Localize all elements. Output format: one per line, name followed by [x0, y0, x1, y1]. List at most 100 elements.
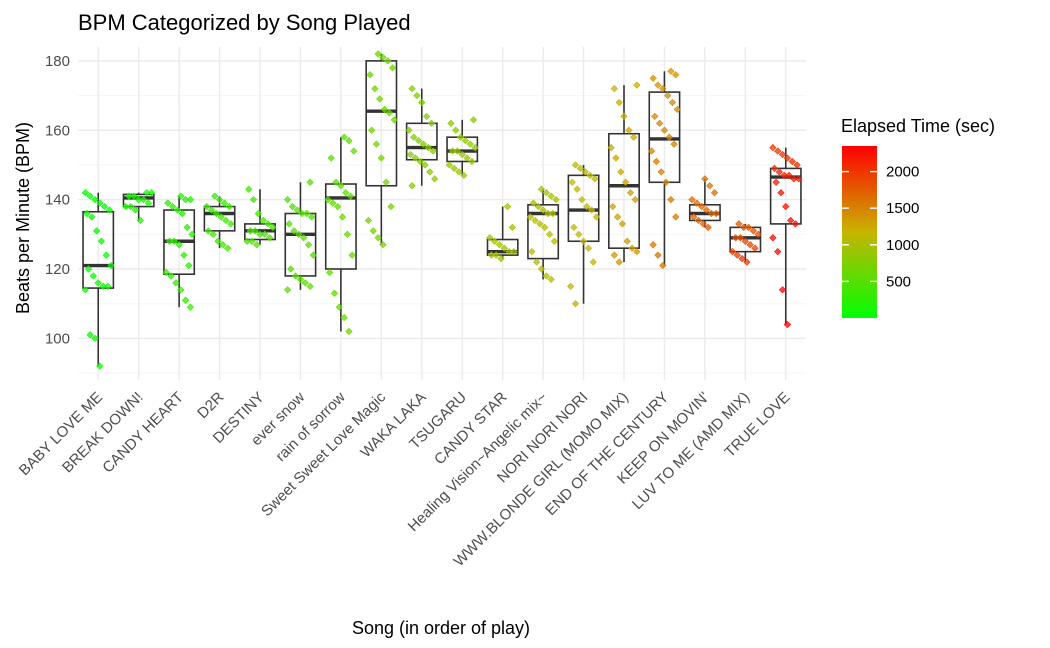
data-point: [131, 206, 140, 214]
data-point: [455, 168, 463, 176]
data-point: [456, 133, 465, 141]
data-point: [290, 227, 298, 235]
box-17: [728, 220, 762, 266]
box-iqr: [527, 204, 560, 260]
data-point: [338, 213, 347, 221]
data-point: [293, 206, 301, 214]
data-point: [204, 227, 212, 235]
data-point: [547, 275, 555, 284]
data-point: [581, 168, 589, 176]
data-point: [81, 189, 89, 197]
data-point: [245, 185, 253, 193]
data-point: [329, 199, 337, 207]
data-point: [382, 178, 390, 186]
data-point: [405, 126, 413, 134]
data-point: [408, 85, 416, 93]
box-2: [122, 189, 156, 225]
data-point: [795, 175, 803, 183]
data-point: [388, 64, 397, 72]
data-point: [172, 279, 180, 287]
data-point: [633, 81, 641, 89]
data-point: [736, 234, 745, 242]
box-6: [283, 178, 317, 294]
box-5: [243, 185, 277, 249]
data-point: [790, 175, 798, 183]
data-point: [427, 119, 436, 127]
data-point: [617, 168, 625, 176]
data-point: [175, 241, 183, 249]
data-point: [269, 223, 277, 231]
data-point: [181, 196, 190, 204]
box-iqr: [365, 60, 398, 187]
data-point: [288, 202, 297, 211]
data-point: [424, 143, 432, 152]
data-point: [587, 206, 596, 214]
chart-title: BPM Categorized by Song Played: [78, 10, 411, 35]
data-point: [458, 150, 466, 159]
data-point: [285, 220, 293, 228]
data-point: [325, 268, 334, 277]
data-point: [612, 154, 620, 162]
data-point: [707, 209, 715, 218]
data-point: [793, 161, 801, 169]
data-point: [751, 244, 759, 252]
data-point: [248, 237, 256, 245]
data-point: [429, 147, 437, 155]
data-point: [769, 143, 777, 152]
data-point: [283, 196, 292, 204]
data-point: [628, 244, 636, 252]
data-point: [419, 140, 428, 148]
data-point: [380, 105, 389, 114]
data-point: [466, 140, 474, 148]
box-16: [688, 175, 721, 231]
data-point: [254, 209, 263, 218]
data-point: [785, 171, 793, 179]
data-point: [334, 202, 342, 211]
box-14: [607, 81, 641, 266]
data-point: [181, 296, 190, 304]
data-point: [571, 300, 580, 308]
data-point: [626, 189, 635, 197]
data-point: [209, 230, 217, 238]
data-point: [589, 258, 597, 266]
data-point: [545, 230, 554, 238]
data-point: [694, 216, 703, 225]
data-point: [453, 147, 462, 155]
data-point: [689, 213, 698, 221]
data-point: [469, 116, 478, 124]
box-1: [81, 189, 115, 370]
data-point: [332, 178, 340, 186]
box-4: [203, 192, 236, 252]
data-point: [539, 206, 547, 214]
data-point: [770, 164, 779, 173]
data-point: [207, 206, 216, 214]
data-point: [591, 175, 599, 183]
data-point: [101, 202, 109, 211]
data-point: [550, 237, 559, 245]
data-point: [410, 133, 418, 141]
data-point: [620, 112, 628, 120]
data-point: [786, 216, 795, 225]
data-point: [665, 133, 673, 141]
data-point: [188, 230, 196, 238]
data-point: [379, 241, 387, 249]
data-point: [83, 209, 91, 218]
data-point: [667, 196, 675, 204]
box-12: [526, 185, 560, 284]
data-point: [303, 209, 311, 218]
legend-title: Elapsed Time (sec): [841, 116, 995, 136]
data-point: [426, 168, 434, 176]
data-point: [324, 196, 332, 204]
data-point: [664, 91, 672, 100]
data-point: [387, 202, 395, 211]
box-3: [162, 192, 196, 311]
data-point: [308, 213, 316, 221]
legend-tick-label: 1000: [886, 237, 919, 254]
data-point: [468, 157, 476, 166]
data-point: [579, 237, 588, 245]
data-point: [287, 265, 295, 273]
data-point: [385, 109, 394, 117]
data-point: [418, 98, 426, 107]
data-point: [283, 286, 292, 294]
data-point: [660, 126, 669, 134]
